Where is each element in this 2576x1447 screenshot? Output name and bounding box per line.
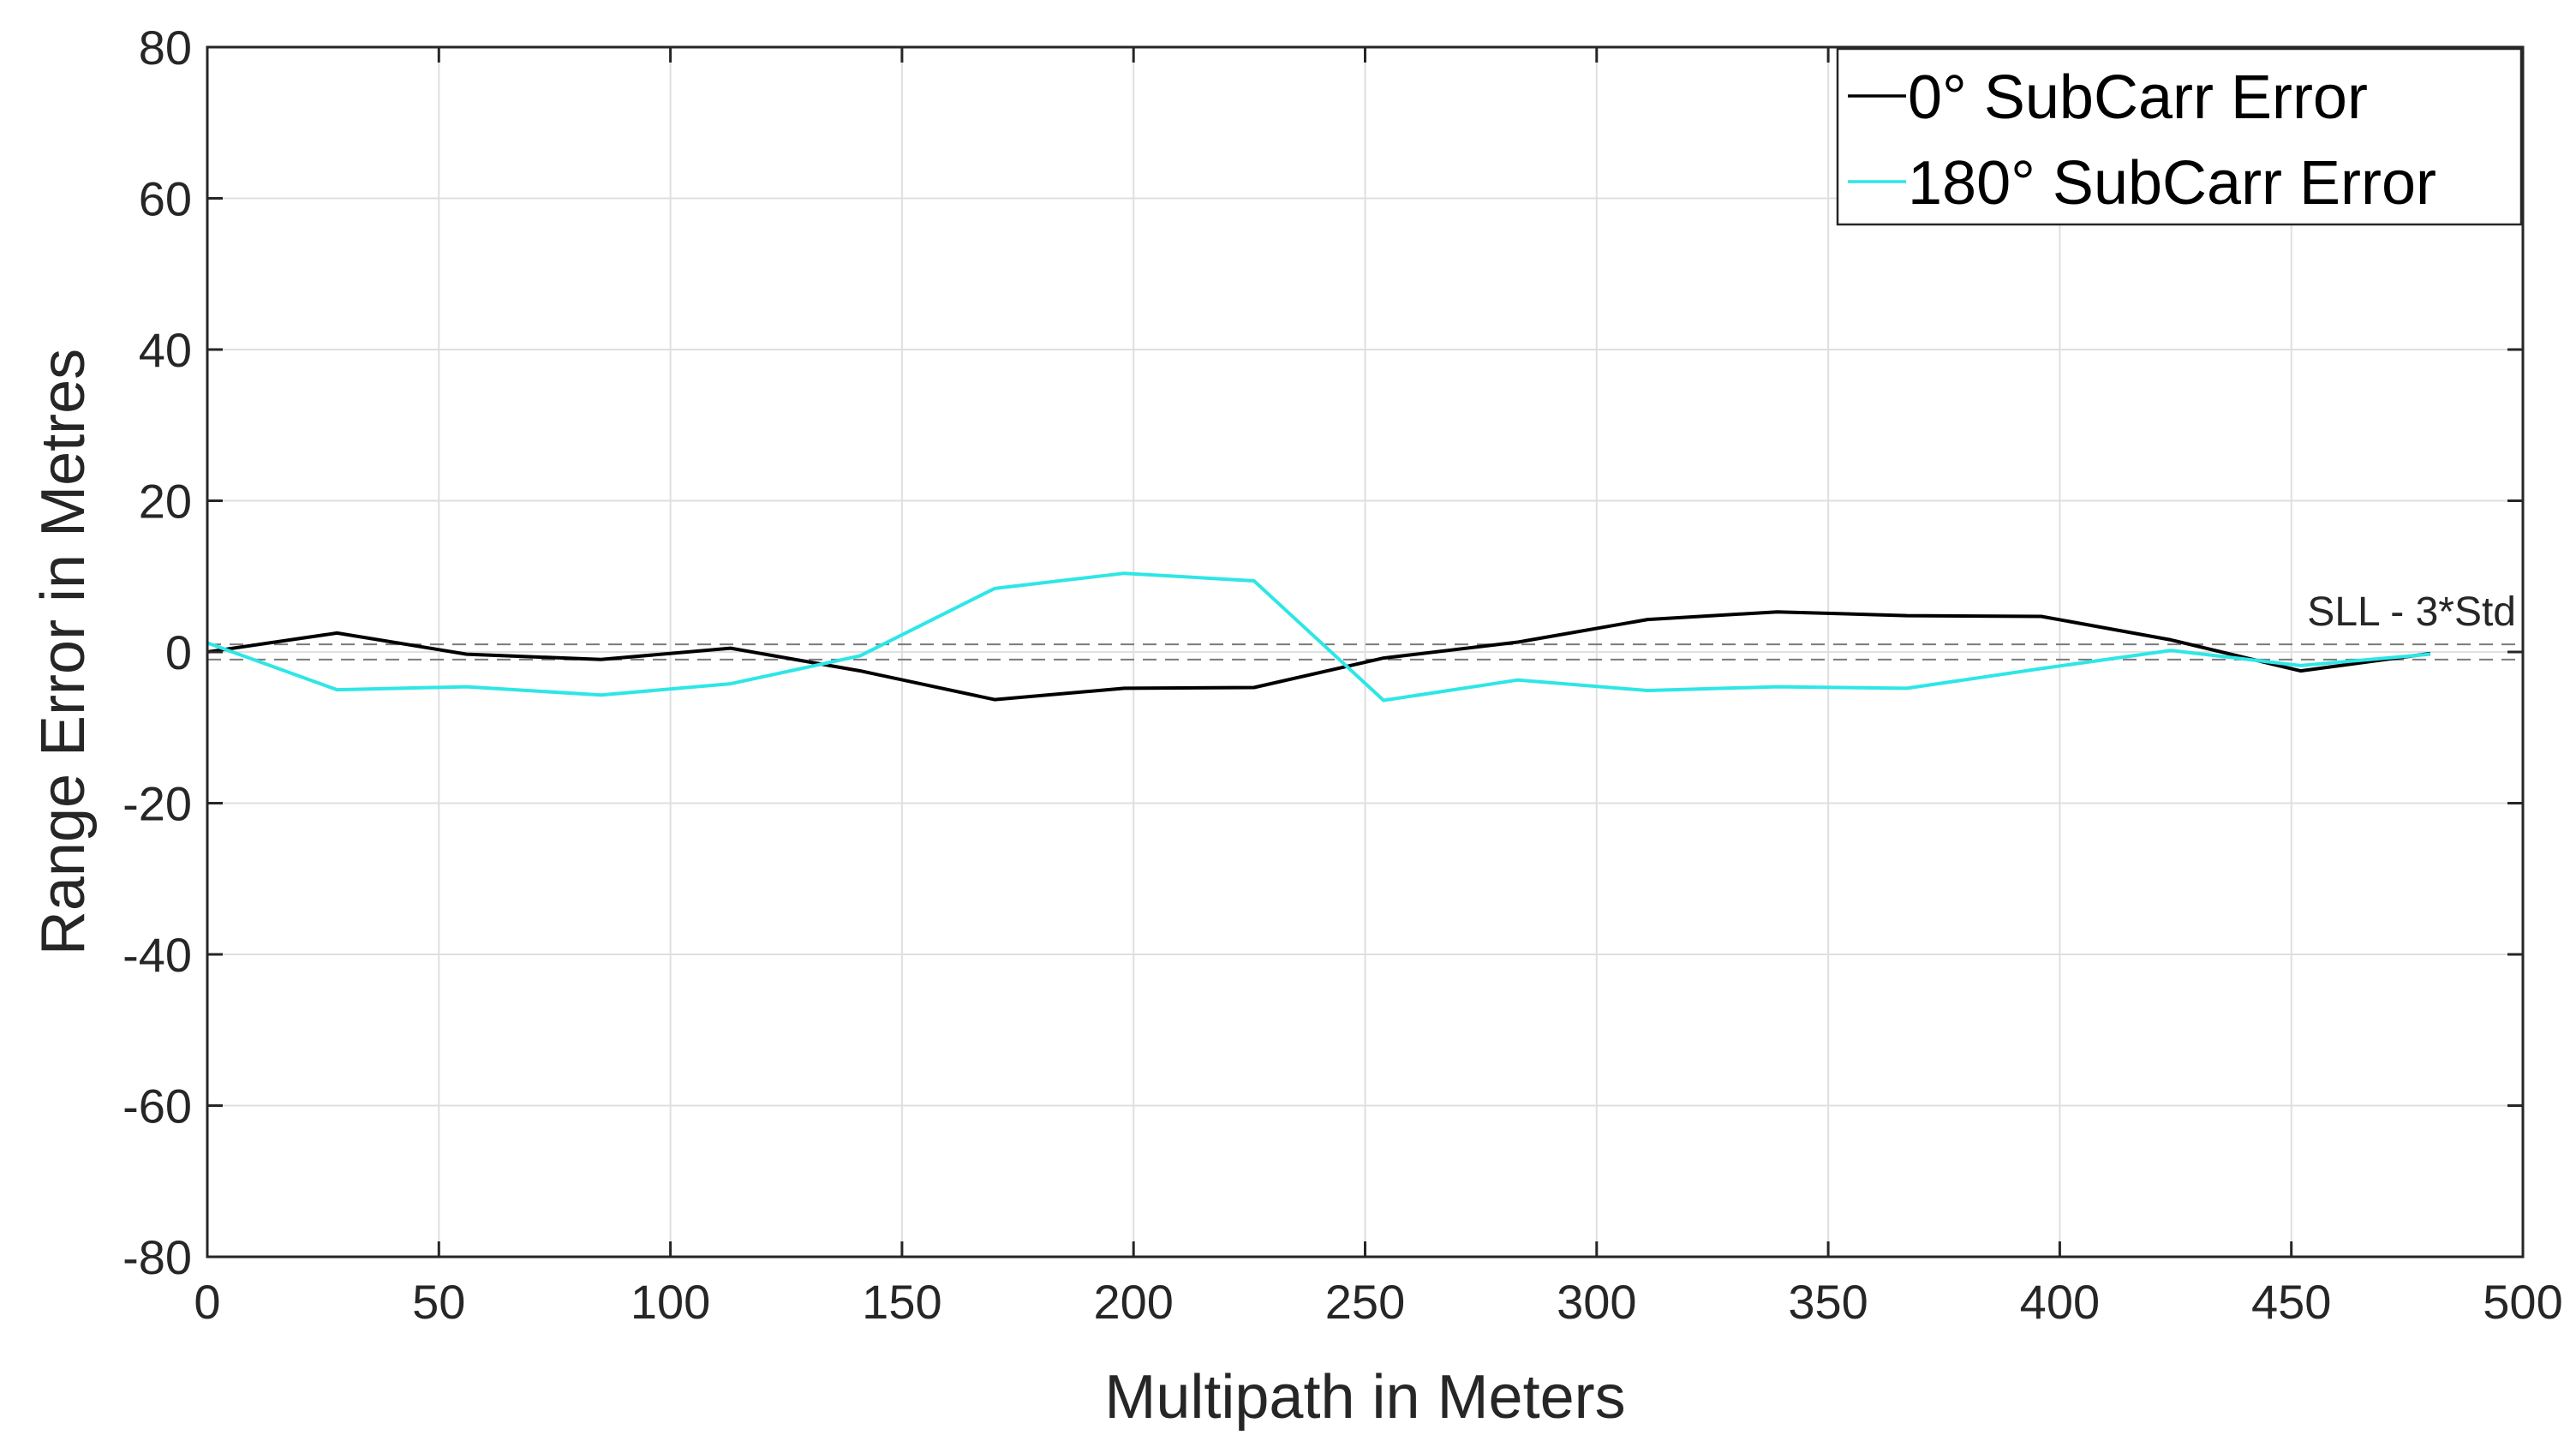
y-tick-label: 60 [139, 172, 192, 226]
y-axis-title: Range Error in Metres [29, 349, 98, 955]
grid [207, 47, 2523, 1257]
y-tick-label: 20 [139, 475, 192, 529]
series-line-1 [206, 571, 2431, 703]
x-axis-title: Multipath in Meters [1104, 1363, 1625, 1432]
x-tick-label: 350 [1788, 1275, 1868, 1329]
x-tick-label: 450 [2251, 1275, 2331, 1329]
x-tick-label: 0 [194, 1275, 220, 1329]
series-lines [206, 571, 2431, 703]
y-tick-label: -40 [123, 928, 192, 982]
y-tick-label: 80 [139, 21, 192, 75]
y-tick-label: 40 [139, 323, 192, 377]
y-tick-label: 0 [165, 625, 192, 679]
x-tick-label: 400 [2020, 1275, 2100, 1329]
x-tick-label: 100 [631, 1275, 710, 1329]
x-tick-label: 500 [2483, 1275, 2562, 1329]
x-tick-label: 50 [412, 1275, 465, 1329]
legend-label-0deg: 0° SubCarr Error [1908, 63, 2368, 132]
sll-annotation: SLL - 3*Std [2307, 589, 2516, 635]
legend-box [1836, 47, 2523, 226]
series-line-0 [206, 610, 2431, 702]
x-tick-label: 200 [1093, 1275, 1173, 1329]
y-tick-label: -80 [123, 1230, 192, 1284]
legend: 0° SubCarr Error 180° SubCarr Error [1836, 47, 2523, 226]
y-tick-labels: -80 -60 -40 -20 0 20 40 60 80 [123, 21, 192, 1284]
y-tick-label: -60 [123, 1079, 192, 1133]
x-tick-labels: 0 50 100 150 200 250 300 350 400 450 500 [194, 1275, 2562, 1329]
legend-label-180deg: 180° SubCarr Error [1908, 149, 2436, 218]
y-tick-label: -20 [123, 777, 192, 831]
x-tick-label: 250 [1325, 1275, 1405, 1329]
x-tick-label: 300 [1557, 1275, 1636, 1329]
x-tick-label: 150 [862, 1275, 941, 1329]
